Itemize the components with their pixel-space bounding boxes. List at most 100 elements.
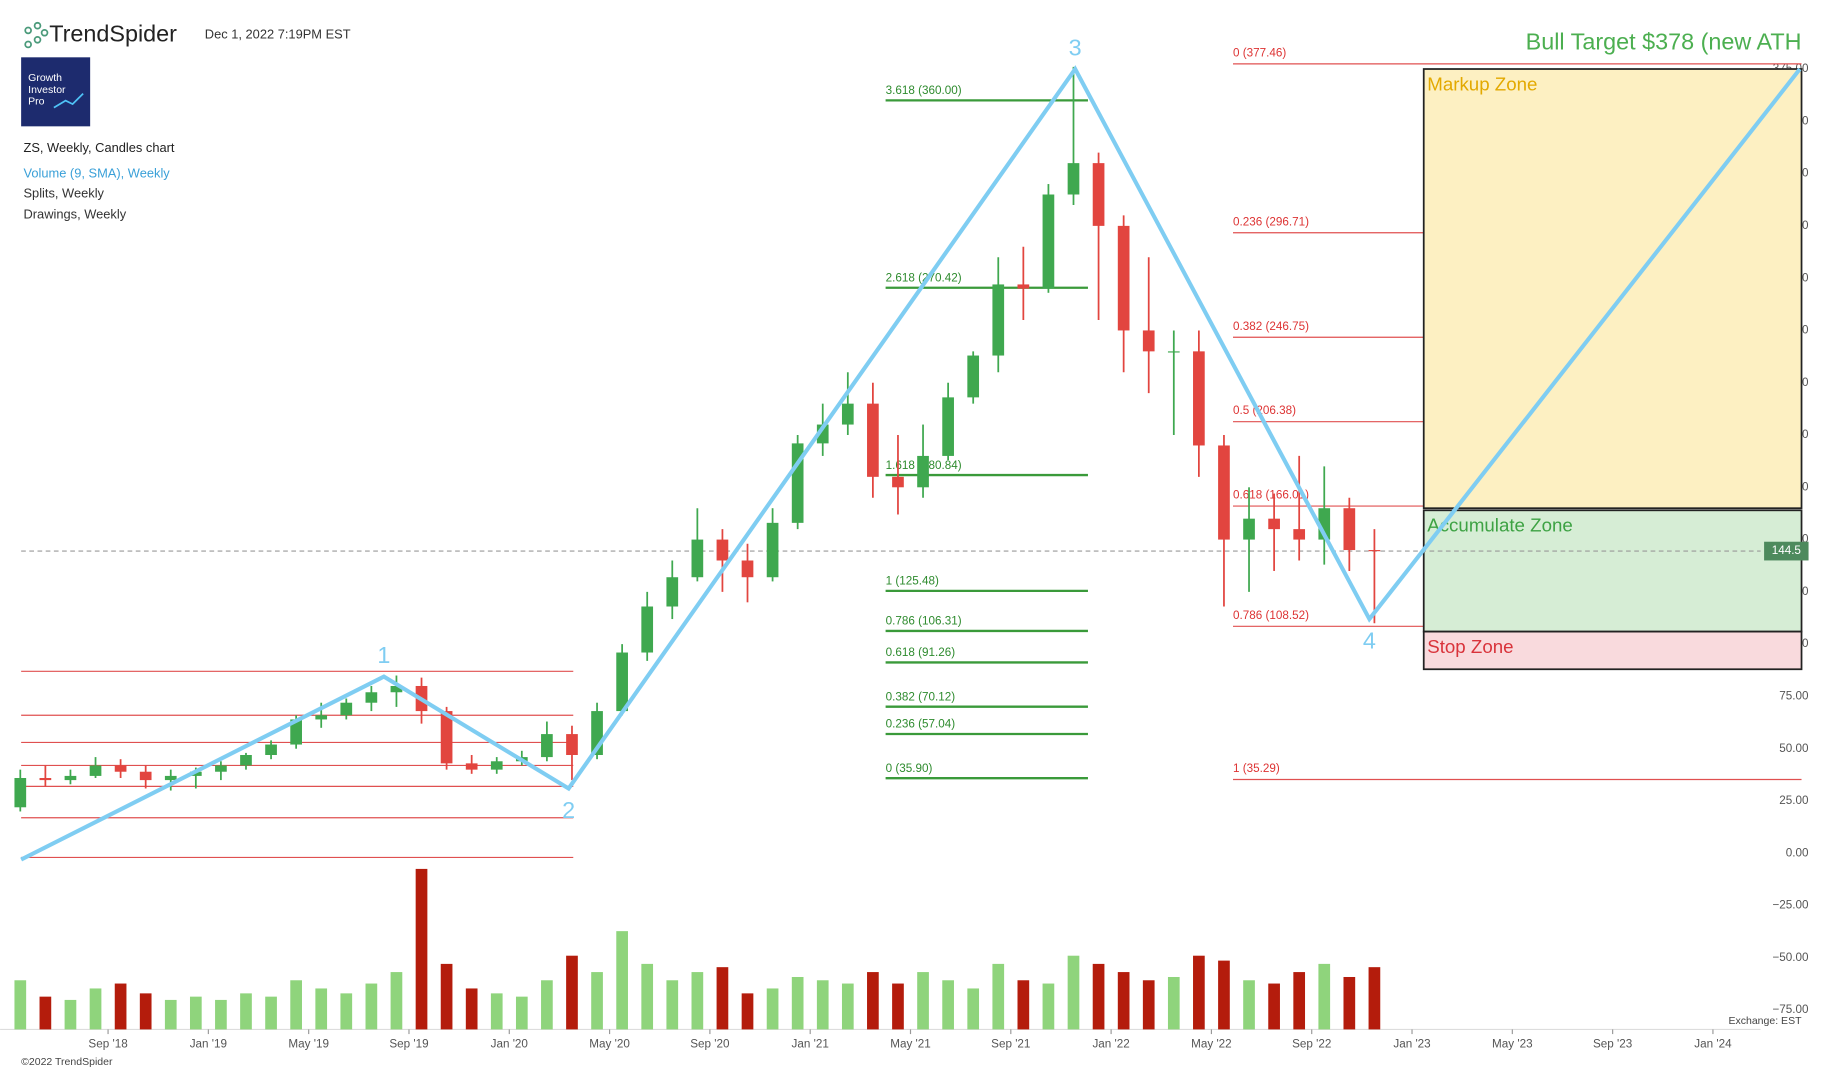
volume-bar bbox=[641, 963, 654, 1030]
volume-bar bbox=[616, 931, 628, 1030]
x-tick-label: May '20 bbox=[589, 1038, 630, 1051]
volume-bar bbox=[365, 983, 378, 1030]
candle-body bbox=[114, 765, 127, 772]
legend-item: Drawings, Weekly bbox=[23, 207, 126, 222]
candle-body bbox=[164, 775, 177, 781]
zone-label: Accumulate Zone bbox=[1427, 515, 1573, 536]
candle-body bbox=[265, 744, 277, 755]
volume-bar bbox=[465, 988, 478, 1030]
candle-body bbox=[490, 761, 503, 770]
volume-bar bbox=[1268, 983, 1280, 1030]
candle-body bbox=[465, 763, 478, 770]
candle-body bbox=[1042, 194, 1055, 289]
fib-label: 0 (35.90) bbox=[886, 762, 933, 775]
volume-bar bbox=[1318, 963, 1331, 1030]
fib-label: 0.786 (108.52) bbox=[1233, 609, 1309, 622]
volume-bar bbox=[666, 980, 679, 1030]
x-tick-label: Sep '18 bbox=[88, 1038, 127, 1051]
candle-body bbox=[541, 734, 553, 758]
fib-label: 2.618 (270.42) bbox=[886, 271, 962, 284]
brand-icon bbox=[24, 21, 49, 49]
candle-body bbox=[791, 443, 804, 523]
volume-bar bbox=[716, 967, 729, 1030]
volume-bar bbox=[741, 993, 754, 1030]
candle-body bbox=[867, 403, 879, 477]
candle-body bbox=[1268, 518, 1280, 530]
candle-body bbox=[189, 771, 202, 776]
x-tick-label: May '23 bbox=[1492, 1038, 1533, 1051]
volume-bar bbox=[315, 988, 328, 1030]
candle-body bbox=[340, 702, 353, 716]
volume-bar bbox=[892, 983, 904, 1030]
volume-bar bbox=[541, 980, 553, 1030]
legend-item: Splits, Weekly bbox=[23, 186, 104, 201]
fib-label: 0.786 (106.31) bbox=[886, 615, 962, 628]
chart-title: Bull Target $378 (new ATH bbox=[1526, 28, 1802, 54]
footer: ©2022 TrendSpider bbox=[21, 1056, 113, 1068]
candle-body bbox=[1193, 351, 1205, 446]
y-tick-label: 25.00 bbox=[1779, 794, 1809, 807]
volume-bar bbox=[215, 999, 227, 1030]
candle-body bbox=[290, 719, 302, 745]
volume-bar bbox=[566, 955, 578, 1030]
fib-label: 0.236 (57.04) bbox=[886, 718, 956, 731]
volume-bar bbox=[917, 972, 929, 1030]
candle-body bbox=[390, 685, 403, 693]
candle-body bbox=[1293, 529, 1306, 540]
fib-label: 0.236 (296.71) bbox=[1233, 215, 1309, 228]
x-tick-label: Sep '19 bbox=[389, 1038, 428, 1051]
candle-body bbox=[1167, 351, 1180, 353]
zone-label: Stop Zone bbox=[1427, 636, 1513, 657]
candle-body bbox=[440, 711, 453, 764]
volume-bar bbox=[1293, 972, 1306, 1030]
volume-bar bbox=[390, 972, 403, 1030]
y-tick-label: 50.00 bbox=[1779, 742, 1809, 755]
volume-bar bbox=[691, 972, 704, 1030]
candle-body bbox=[315, 715, 328, 720]
legend-item: ZS, Weekly, Candles chart bbox=[23, 140, 174, 155]
volume-bar bbox=[1017, 980, 1030, 1030]
volume-bar bbox=[189, 996, 202, 1030]
fib-label: 0.5 (206.38) bbox=[1233, 404, 1296, 417]
zone bbox=[1422, 509, 1803, 633]
x-tick-label: Sep '23 bbox=[1593, 1038, 1632, 1051]
candle-body bbox=[741, 560, 754, 578]
wave-label: 1 bbox=[377, 642, 390, 668]
volume-bar bbox=[1343, 976, 1356, 1030]
fib-label: 0.618 (91.26) bbox=[886, 646, 956, 659]
volume-bar bbox=[816, 980, 829, 1030]
candle-body bbox=[1218, 445, 1230, 540]
volume-bar bbox=[440, 963, 453, 1030]
volume-bar bbox=[89, 988, 102, 1030]
volume-bar bbox=[340, 993, 353, 1030]
x-tick-label: May '21 bbox=[890, 1038, 931, 1051]
volume-bar bbox=[114, 983, 127, 1030]
candle-body bbox=[967, 355, 980, 398]
y-tick-label: −25.00 bbox=[1772, 899, 1809, 912]
volume-bar bbox=[1167, 976, 1180, 1030]
y-tick-label: 0.00 bbox=[1786, 846, 1809, 859]
volume-bar bbox=[1042, 983, 1055, 1030]
volume-bar bbox=[791, 976, 804, 1030]
x-tick-label: Sep '20 bbox=[690, 1038, 730, 1051]
x-tick-label: May '22 bbox=[1191, 1038, 1232, 1051]
volume-bar bbox=[942, 980, 954, 1030]
wave-label: 2 bbox=[562, 797, 575, 823]
volume-bar bbox=[139, 993, 152, 1030]
candle-body bbox=[591, 711, 603, 755]
candle-body bbox=[215, 765, 227, 772]
candle-body bbox=[691, 539, 704, 578]
volume-bar bbox=[39, 996, 52, 1030]
candle-body bbox=[1318, 508, 1331, 540]
logo bbox=[21, 57, 91, 127]
volume-bar bbox=[64, 999, 77, 1030]
candle-body bbox=[666, 577, 679, 607]
brand: TrendSpider bbox=[49, 20, 177, 46]
legend-item: Volume (9, SMA), Weekly bbox=[23, 166, 170, 181]
fib-label: 0 (377.46) bbox=[1233, 46, 1286, 59]
candle-body bbox=[816, 424, 829, 444]
volume-bar bbox=[1243, 980, 1255, 1030]
volume-bar bbox=[591, 972, 603, 1030]
candle-body bbox=[616, 652, 628, 712]
y-tick-label: 75.00 bbox=[1779, 690, 1809, 703]
